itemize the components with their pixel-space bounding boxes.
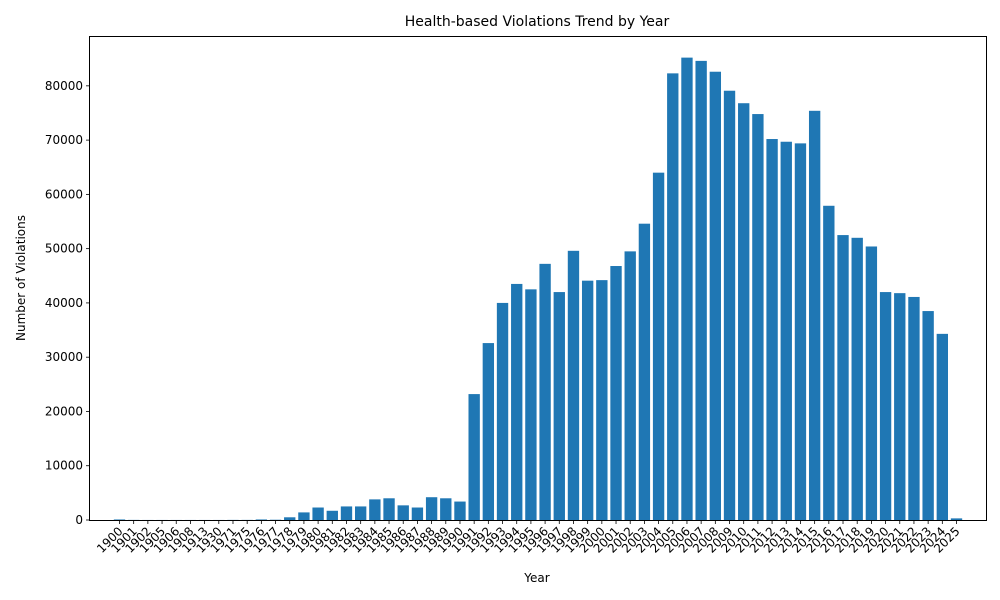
- bar-2011: [752, 114, 764, 520]
- chart-title: Health-based Violations Trend by Year: [405, 14, 670, 30]
- bar-1976: [255, 519, 268, 520]
- bar-1990: [454, 501, 466, 520]
- y-tick-label: 20000: [45, 404, 83, 418]
- bar-2025: [950, 518, 963, 520]
- bar-2012: [766, 139, 778, 520]
- bar-1998: [567, 250, 580, 520]
- bar-2004: [652, 172, 665, 521]
- bar-2000: [596, 280, 608, 520]
- bar-2009: [723, 90, 736, 520]
- bar-2023: [922, 311, 934, 520]
- bar-1982: [340, 506, 353, 520]
- bar-2021: [894, 293, 906, 520]
- bar-1989: [440, 498, 452, 520]
- y-tick-label: 60000: [45, 187, 83, 201]
- bar-1979: [298, 512, 310, 520]
- bar-1988: [425, 497, 438, 520]
- bar-2003: [638, 223, 651, 520]
- y-tick-label: 70000: [45, 133, 83, 147]
- bars-group: [113, 57, 963, 521]
- bar-2014: [794, 143, 807, 520]
- bar-1993: [496, 302, 509, 520]
- y-tick-label: 10000: [45, 459, 83, 473]
- bar-2001: [610, 266, 622, 520]
- bar-1985: [383, 498, 395, 520]
- bar-1986: [397, 505, 409, 520]
- bar-1997: [553, 292, 565, 520]
- bar-2013: [780, 141, 792, 521]
- bar-2008: [709, 71, 722, 520]
- bar-2024: [936, 333, 948, 520]
- y-tick-label: 0: [75, 513, 83, 527]
- bar-1978: [284, 517, 296, 520]
- x-axis-ticks: 1900190119021905190619081913193019711975…: [94, 520, 963, 556]
- bar-1992: [482, 343, 495, 520]
- bar-1991: [468, 394, 480, 520]
- bar-2002: [624, 251, 636, 520]
- bar-1980: [312, 507, 324, 520]
- y-tick-label: 30000: [45, 350, 83, 364]
- x-axis-label: Year: [523, 571, 549, 585]
- bar-1995: [525, 289, 537, 520]
- bar-2007: [695, 60, 707, 520]
- y-tick-label: 80000: [45, 79, 83, 93]
- y-tick-label: 40000: [45, 296, 83, 310]
- bar-2010: [738, 103, 750, 521]
- bar-2006: [681, 57, 693, 521]
- bar-2005: [667, 73, 679, 521]
- bar-2016: [823, 205, 835, 520]
- y-axis-ticks: 0 10000 20000 30000 40000 50000 60000 70000 8000…: [45, 79, 90, 527]
- bar-2022: [908, 296, 920, 520]
- bar-1987: [411, 507, 424, 520]
- bar-1994: [511, 283, 523, 520]
- bar-1999: [581, 280, 594, 520]
- bar-2020: [879, 292, 892, 520]
- bar-1984: [369, 499, 381, 520]
- bar-2017: [837, 235, 849, 520]
- bar-2015: [808, 110, 821, 520]
- bar-1983: [354, 506, 367, 520]
- bar-2019: [865, 246, 878, 521]
- y-axis-label: Number of Violations: [14, 215, 28, 341]
- bar-1996: [539, 263, 551, 520]
- plot-frame: [89, 36, 987, 521]
- bar-2018: [851, 237, 863, 521]
- bar-1900: [113, 519, 126, 520]
- y-tick-label: 50000: [45, 242, 83, 256]
- bar-1981: [326, 510, 338, 520]
